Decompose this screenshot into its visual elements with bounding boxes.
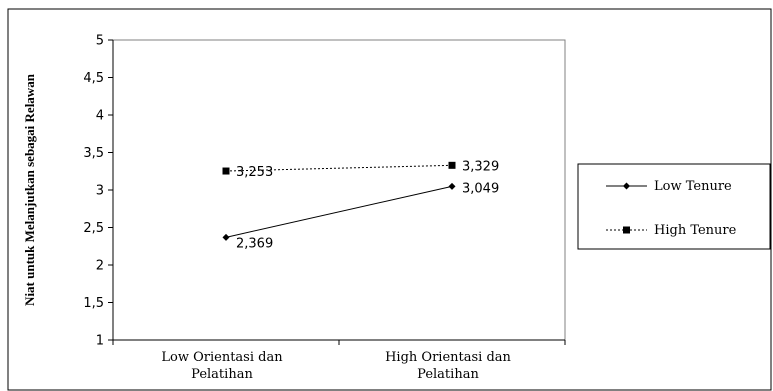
x-category-label: High Orientasi dan (385, 350, 511, 365)
legend-low-tenure-marker (623, 182, 630, 190)
plot-area (112, 39, 566, 341)
data-label: 3,253 (236, 165, 273, 180)
y-tick-label: 5 (96, 34, 104, 49)
y-axis-label: Niat untuk Melanjutkan sebagai Relawan (22, 73, 37, 306)
series-high-tenure: 3,253 3,329 (222, 159, 499, 180)
y-tick-label: 1,5 (83, 296, 104, 311)
y-tick-label: 4 (96, 109, 104, 124)
series-layer: 2,369 3,049 3,253 3,329 (222, 159, 499, 251)
series-line (225, 164, 453, 172)
y-tick-label: 3 (96, 184, 104, 199)
y-axis-ticks: 1 1,5 2 2,5 3 3,5 4 4,5 5 (83, 34, 113, 349)
data-point (448, 182, 456, 190)
y-tick-label: 2 (96, 259, 104, 274)
series-low-tenure: 2,369 3,049 (222, 181, 499, 251)
y-tick-label: 1 (96, 334, 104, 349)
legend-box (577, 163, 771, 250)
y-tick-label: 4,5 (83, 71, 104, 86)
series-line (225, 185, 453, 238)
data-point (222, 167, 230, 175)
x-axis-categories: Low Orientasi dan Pelatihan High Orientasi… (112, 340, 566, 382)
data-label: 3,049 (462, 181, 499, 196)
data-point (448, 161, 456, 169)
data-label: 3,329 (462, 159, 499, 174)
x-category-label: Pelatihan (417, 367, 479, 382)
legend-low-tenure-label: Low Tenure (654, 179, 732, 194)
data-point (222, 233, 230, 241)
legend-high-tenure-label: High Tenure (654, 223, 737, 238)
legend-high-tenure-marker (623, 226, 630, 234)
x-category-label: Pelatihan (191, 367, 253, 382)
x-category-label: Low Orientasi dan (161, 350, 283, 365)
y-tick-label: 2,5 (83, 221, 104, 236)
y-tick-label: 3,5 (83, 146, 104, 161)
legend: Low Tenure High Tenure (577, 163, 771, 250)
data-label: 2,369 (236, 236, 273, 251)
